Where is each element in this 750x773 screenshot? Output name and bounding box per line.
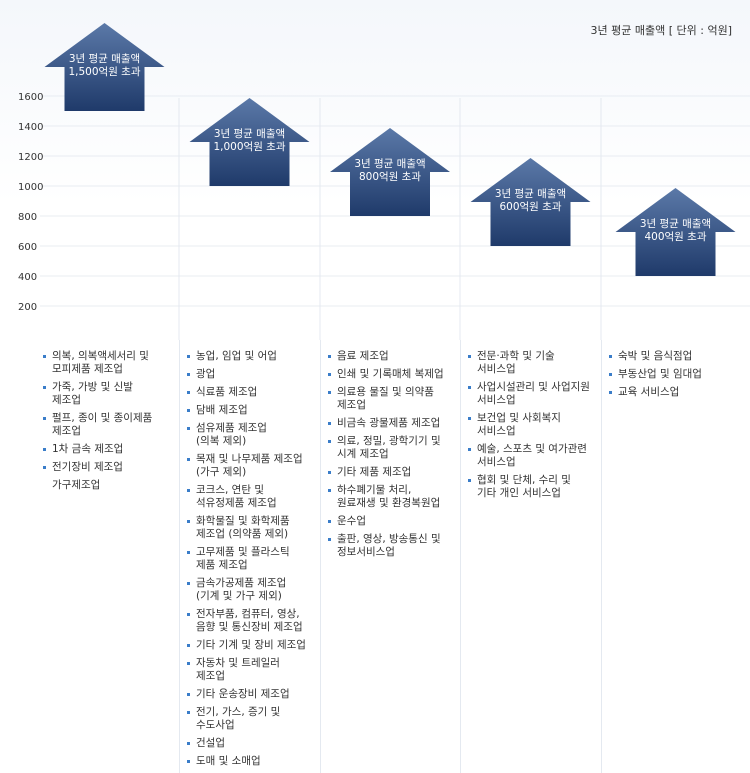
industry-item: 비금속 광물제품 제조업: [327, 417, 460, 430]
industry-item: 1차 금속 제조업: [42, 443, 179, 456]
industry-item: 협회 및 단체, 수리 및 기타 개인 서비스업: [467, 474, 601, 500]
y-tick-label: 800: [18, 212, 37, 223]
arrow-bar: [189, 98, 310, 186]
industry-item: 펄프, 종이 및 종이제품 제조업: [42, 412, 179, 438]
arrow-label: 600억원 초과: [499, 201, 561, 213]
industry-item: 부동산업 및 임대업: [608, 368, 750, 381]
y-tick-label: 1200: [18, 152, 43, 163]
industry-item: 금속가공제품 제조업 (기계 및 가구 제외): [186, 577, 320, 603]
industry-item: 하수폐기물 처리, 원료재생 및 환경복원업: [327, 484, 460, 510]
industry-item: 코크스, 연탄 및 석유정제품 제조업: [186, 484, 320, 510]
industry-item: 고무제품 및 플라스틱 제품 제조업: [186, 546, 320, 572]
industry-item: 의복, 의복액세서리 및 모피제품 제조업: [42, 350, 179, 376]
industry-item: 가죽, 가방 및 신발 제조업: [42, 381, 179, 407]
chart-area: 200 400 600 800 1000 1200 1400 1600 3년 평균 매출액 1,5…: [0, 0, 750, 340]
industry-item: 예술, 스포츠 및 여가관련 서비스업: [467, 443, 601, 469]
industry-item: 목재 및 나무제품 제조업 (가구 제외): [186, 453, 320, 479]
industry-item: 음료 제조업: [327, 350, 460, 363]
industry-item: 교육 서비스업: [608, 386, 750, 399]
arrow-label: 1,000억원 초과: [213, 141, 285, 153]
industry-item: 담배 제조업: [186, 404, 320, 417]
y-tick-label: 200: [18, 302, 37, 313]
arrow-label: 400억원 초과: [644, 231, 706, 243]
industry-item: 화학물질 및 화학제품 제조업 (의약품 제외): [186, 515, 320, 541]
industry-item: 전기장비 제조업: [42, 461, 179, 474]
industry-item: 농업, 임업 및 어업: [186, 350, 320, 363]
industry-item: 기타 제품 제조업: [327, 466, 460, 479]
unit-label: 3년 평균 매출액 [ 단위 : 억원]: [590, 24, 732, 37]
industry-item: 출판, 영상, 방송통신 및 정보서비스업: [327, 533, 460, 559]
y-tick-label: 1000: [18, 182, 43, 193]
arrow-bar: [44, 23, 165, 111]
arrow-bar: [615, 188, 736, 276]
industry-item: 건설업: [186, 737, 320, 750]
industry-item: 기타 운송장비 제조업: [186, 688, 320, 701]
industry-item: 가구제조업: [52, 479, 101, 491]
industry-item: 전문·과학 및 기술 서비스업: [467, 350, 601, 376]
industry-item: 운수업: [327, 515, 460, 528]
arrow-label: 3년 평균 매출액: [640, 218, 711, 230]
y-tick-label: 600: [18, 242, 37, 253]
industry-item: 보건업 및 사회복지 서비스업: [467, 412, 601, 438]
industry-item: 자동차 및 트레일러 제조업: [186, 657, 320, 683]
industry-item: 인쇄 및 기록매체 복제업: [327, 368, 460, 381]
y-tick-label: 400: [18, 272, 37, 283]
industry-item: 의료, 정밀, 광학기기 및 시계 제조업: [327, 435, 460, 461]
industry-item: 전자부품, 컴퓨터, 영상, 음향 및 통신장비 제조업: [186, 608, 320, 634]
industry-item: 섬유제품 제조업 (의복 제외): [186, 422, 320, 448]
arrow-bar: [330, 128, 450, 216]
industry-item: 광업: [186, 368, 320, 381]
industry-item: 숙박 및 음식점업: [608, 350, 750, 363]
arrow-label: 3년 평균 매출액: [495, 188, 566, 200]
industry-item: 기타 기계 및 장비 제조업: [186, 639, 320, 652]
y-tick-label: 1600: [18, 92, 43, 103]
industry-item: 사업시설관리 및 사업지원 서비스업: [467, 381, 601, 407]
industry-item: 전기, 가스, 증기 및 수도사업: [186, 706, 320, 732]
arrow-label: 800억원 초과: [359, 171, 421, 183]
arrow-label: 3년 평균 매출액: [214, 128, 285, 140]
arrow-label: 3년 평균 매출액: [354, 158, 425, 170]
industry-item: 의료용 물질 및 의약품 제조업: [327, 386, 460, 412]
arrow-label: 1,500억원 초과: [68, 66, 140, 78]
industry-item: 식료품 제조업: [186, 386, 320, 399]
arrow-bar: [470, 158, 591, 246]
y-tick-label: 1400: [18, 122, 43, 133]
industry-item: 도매 및 소매업: [186, 755, 320, 768]
arrow-label: 3년 평균 매출액: [69, 53, 140, 65]
